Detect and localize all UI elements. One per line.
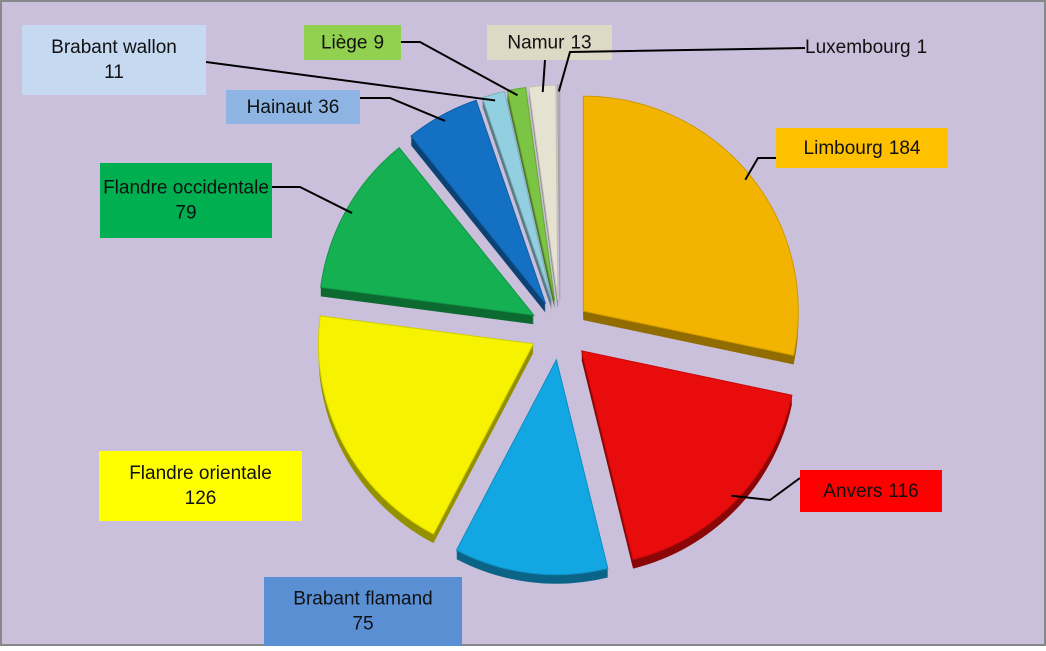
data-label: Luxembourg 1 <box>805 37 927 58</box>
label-category: Flandre occidentale <box>103 178 269 199</box>
slice <box>481 90 553 302</box>
label-category: Liège <box>321 33 368 54</box>
label-box <box>22 25 206 95</box>
label-value: 13 <box>570 33 591 54</box>
leader-line <box>272 186 353 214</box>
leader-line <box>401 41 519 97</box>
label-box <box>226 90 360 124</box>
slice <box>580 350 793 561</box>
label-value: 75 <box>352 614 373 635</box>
slice <box>506 86 556 301</box>
data-label: Flandre orientale 126 <box>129 463 272 509</box>
label-category: Brabant wallon <box>51 37 177 58</box>
leader-line <box>541 59 546 93</box>
leader-line <box>205 61 496 102</box>
label-value: 9 <box>373 33 384 54</box>
slice <box>317 315 535 535</box>
label-box <box>99 451 302 521</box>
label-category: Limbourg <box>804 138 883 159</box>
label-box <box>800 470 942 512</box>
leader-line <box>557 47 806 92</box>
label-box <box>100 163 272 238</box>
label-value: 36 <box>318 97 339 118</box>
label-value: 79 <box>175 203 196 224</box>
label-box <box>264 577 462 646</box>
label-value: 184 <box>889 138 921 159</box>
label-value: 116 <box>888 481 918 502</box>
leader-line <box>360 97 446 122</box>
data-label: Liège 9 <box>321 33 384 54</box>
data-label: Brabant wallon 11 <box>51 37 177 83</box>
label-category: Flandre orientale <box>129 463 272 484</box>
data-label: Flandre occidentale 79 <box>103 178 269 224</box>
label-value: 126 <box>185 488 217 509</box>
slice <box>410 99 547 305</box>
label-box <box>487 25 612 60</box>
label-category: Brabant flamand <box>293 589 432 610</box>
label-value: 11 <box>104 62 124 83</box>
slice <box>582 95 799 357</box>
label-value: 1 <box>917 37 928 58</box>
leader-line <box>744 157 776 181</box>
data-label: Limbourg 184 <box>804 138 921 159</box>
label-category: Anvers <box>823 481 882 502</box>
label-box <box>776 128 948 168</box>
data-label: Namur 13 <box>507 33 591 54</box>
slice <box>455 358 609 576</box>
label-category: Hainaut <box>247 97 313 118</box>
data-label: Hainaut 36 <box>247 97 340 118</box>
label-category: Namur <box>507 33 565 54</box>
leader-line <box>731 477 801 502</box>
data-label: Brabant flamand 75 <box>293 589 432 635</box>
label-box <box>304 25 401 60</box>
data-label: Anvers 116 <box>823 481 918 502</box>
label-category: Luxembourg <box>805 37 911 58</box>
